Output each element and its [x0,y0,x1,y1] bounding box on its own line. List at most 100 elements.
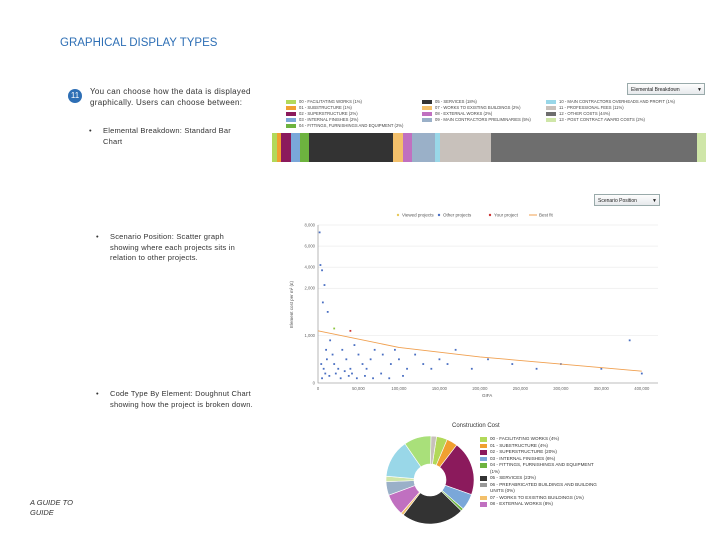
scatter-point[interactable] [511,363,514,365]
scatter-point[interactable] [331,353,334,356]
legend-swatch [286,123,296,128]
intro-text: You can choose how the data is displayed… [90,87,251,107]
legend-swatch [546,105,556,110]
scatter-point[interactable] [345,358,348,361]
bullet-dot: • [89,126,92,135]
scatter-point[interactable] [373,348,376,351]
bar-legend-label: 12 - OTHER COSTS (44%) [559,111,610,116]
scatter-point[interactable] [355,377,358,380]
scatter-point[interactable] [333,327,336,330]
pie-legend-label: 01 - SUBSTRUCTURE (4%) [490,442,548,448]
scatter-point[interactable] [341,348,344,351]
pie-legend-item: 03 - INTERNAL FINISHES (6%) [480,456,600,463]
scatter-point[interactable] [349,329,352,332]
x-tick-label: 0 [317,386,320,391]
bullet-dot: • [96,232,99,241]
scatter-point[interactable] [389,363,392,365]
bar-legend-item: 07 - WORKS TO EXISTING BUILDINGS (2%) [422,105,520,111]
pie-legend-item: 04 - FITTINGS, FURNISHINGS AND EQUIPMENT… [480,462,600,475]
scatter-point[interactable] [446,363,449,365]
bar-legend-item: 02 - SUPERSTRUCTURE (2%) [286,111,358,117]
scatter-point[interactable] [640,372,643,375]
legend-swatch [480,502,487,507]
scatter-point[interactable] [337,367,340,370]
scatter-point[interactable] [324,372,327,375]
doughnut-slice-13[interactable] [430,435,437,465]
scenario-position-dropdown[interactable]: Scenario Position ▼ [594,194,660,206]
scatter-axes: 8,000 6,000 4,000 2,000 1,000 00 50,000 100,000… [305,223,658,391]
bar-legend-label: 00 - FACILITATING WORKS (1%) [299,99,362,104]
scatter-point[interactable] [357,353,360,356]
scatter-point[interactable] [326,358,328,361]
scatter-point[interactable] [398,358,400,361]
scatter-point[interactable] [349,367,352,370]
scatter-point[interactable] [339,377,342,380]
x-tick-label: 200,000 [472,386,488,391]
scatter-point[interactable] [454,348,457,351]
scatter-point[interactable] [487,358,489,361]
scatter-point[interactable] [381,353,384,356]
x-tick-label: 150,000 [432,386,448,391]
elemental-dropdown-label: Elemental Breakdown [631,87,680,93]
scatter-point[interactable] [321,301,324,304]
scatter-point[interactable] [321,269,323,272]
scatter-point[interactable] [372,377,374,380]
scatter-point[interactable] [600,367,603,370]
chevron-down-icon: ▼ [652,198,657,204]
scatter-point[interactable] [318,231,321,234]
elemental-stacked-bar [272,133,706,162]
scatter-point[interactable] [319,264,322,266]
scatter-point[interactable] [380,372,383,375]
scatter-point[interactable] [351,372,353,375]
scatter-point[interactable] [321,377,323,380]
scatter-point[interactable] [333,363,336,365]
scatter-point[interactable] [430,367,433,370]
scatter-point[interactable] [328,374,331,377]
scatter-point[interactable] [364,374,366,377]
scatter-point[interactable] [365,367,368,370]
scatter-point[interactable] [402,374,404,377]
scatter-point[interactable] [334,372,337,375]
scatter-point[interactable] [343,370,346,373]
scatter-point[interactable] [322,367,325,370]
bullet-elemental-text: Elemental Breakdown: Standard Bar Chart [103,126,231,146]
pie-legend-label: 02 - SUPERSTRUCTURE (20%) [490,449,557,454]
scatter-point[interactable] [388,377,391,380]
scatter-point[interactable] [470,367,473,370]
legend-label: Other projects [443,213,472,218]
doughnut-slice-05[interactable] [402,490,462,525]
elemental-breakdown-dropdown[interactable]: Elemental Breakdown ▼ [627,83,705,95]
scatter-point[interactable] [628,339,631,342]
bullet-elemental: • Elemental Breakdown: Standard Bar Char… [89,126,243,147]
legend-marker-your [488,213,492,217]
scatter-point[interactable] [329,339,332,342]
legend-swatch [286,117,296,122]
step-number-badge: 11 [68,89,82,103]
legend-swatch [546,99,556,104]
scatter-point[interactable] [414,353,417,356]
scatter-point[interactable] [438,358,441,361]
pie-legend-item: 00 - FACILITATING WORKS (4%) [480,436,600,443]
scatter-point[interactable] [323,284,326,286]
bar-segment-08 [402,133,412,162]
pie-legend-item: 08 - EXTERNAL WORKS (8%) [480,501,600,508]
x-tick-label: 400,000 [634,386,650,391]
scatter-point[interactable] [406,367,408,370]
pie-legend-label: 03 - INTERNAL FINISHES (6%) [490,455,556,461]
scatter-point[interactable] [422,363,425,365]
scatter-point[interactable] [361,363,364,365]
bar-legend-label: 08 - EXTERNAL WORKS (2%) [435,111,493,116]
scatter-y-label: Element cost per m² (£) [289,280,294,328]
scatter-point[interactable] [394,348,396,351]
scatter-point[interactable] [353,344,356,346]
bar-legend-item: 00 - FACILITATING WORKS (1%) [286,99,362,105]
legend-swatch [480,495,487,500]
scatter-point[interactable] [326,311,329,313]
bar-legend-label: 04 - FITTINGS, FURNISHINGS AND EQUIPMENT… [299,123,404,128]
scatter-point[interactable] [347,374,350,377]
scatter-point[interactable] [535,367,538,370]
scatter-point[interactable] [320,363,323,365]
scatter-point[interactable] [369,358,372,361]
scatter-point[interactable] [325,348,327,351]
bar-segment-11 [439,133,492,162]
